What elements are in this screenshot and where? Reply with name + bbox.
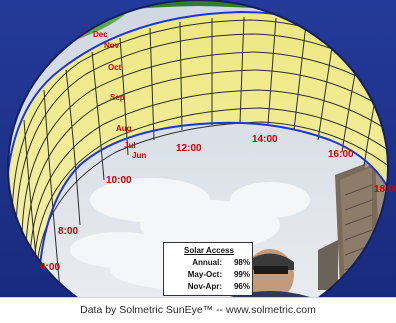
hour-label: 12:00	[176, 143, 202, 154]
solar-access-row-label: Nov-Apr:	[187, 282, 222, 291]
solar-access-row-label: Annual:	[192, 258, 222, 267]
footer-credit: Data by Solmetric SunEye™ -- www.solmetr…	[80, 304, 316, 316]
month-label: Jun	[132, 151, 146, 160]
solar-access-box: Solar Access Annual: 98% May-Oct: 99% No…	[163, 242, 253, 296]
footer-bar: Data by Solmetric SunEye™ -- www.solmetr…	[0, 297, 396, 323]
lens-edge	[7, 0, 389, 323]
hour-labels: 6:00 8:00 10:00 12:00 14:00 16:00 18:00	[40, 134, 396, 273]
solar-access-row-value: 96%	[233, 282, 250, 291]
hour-label: 6:00	[40, 262, 60, 273]
solar-access-title: Solar Access	[184, 246, 234, 255]
solar-access-row-value: 98%	[233, 258, 250, 267]
hour-label: 10:00	[106, 175, 132, 186]
month-label: Jul	[124, 141, 136, 150]
month-label: Nov	[104, 41, 120, 50]
hour-label: 14:00	[252, 134, 278, 145]
solar-access-row-label: May-Oct:	[187, 270, 222, 279]
month-label: Oct	[108, 63, 122, 72]
hour-label: 16:00	[328, 149, 354, 160]
hour-label: 8:00	[58, 226, 78, 237]
month-label: Dec	[93, 30, 108, 39]
month-label: Sep	[110, 93, 125, 102]
photographer	[230, 249, 310, 301]
solar-access-row-value: 99%	[233, 270, 250, 279]
month-label: Aug	[116, 124, 132, 133]
month-labels: Dec Nov Oct Sep Aug Jul Jun	[93, 30, 146, 160]
hour-label: 18:00	[374, 184, 396, 195]
sun-path-band	[8, 12, 388, 297]
